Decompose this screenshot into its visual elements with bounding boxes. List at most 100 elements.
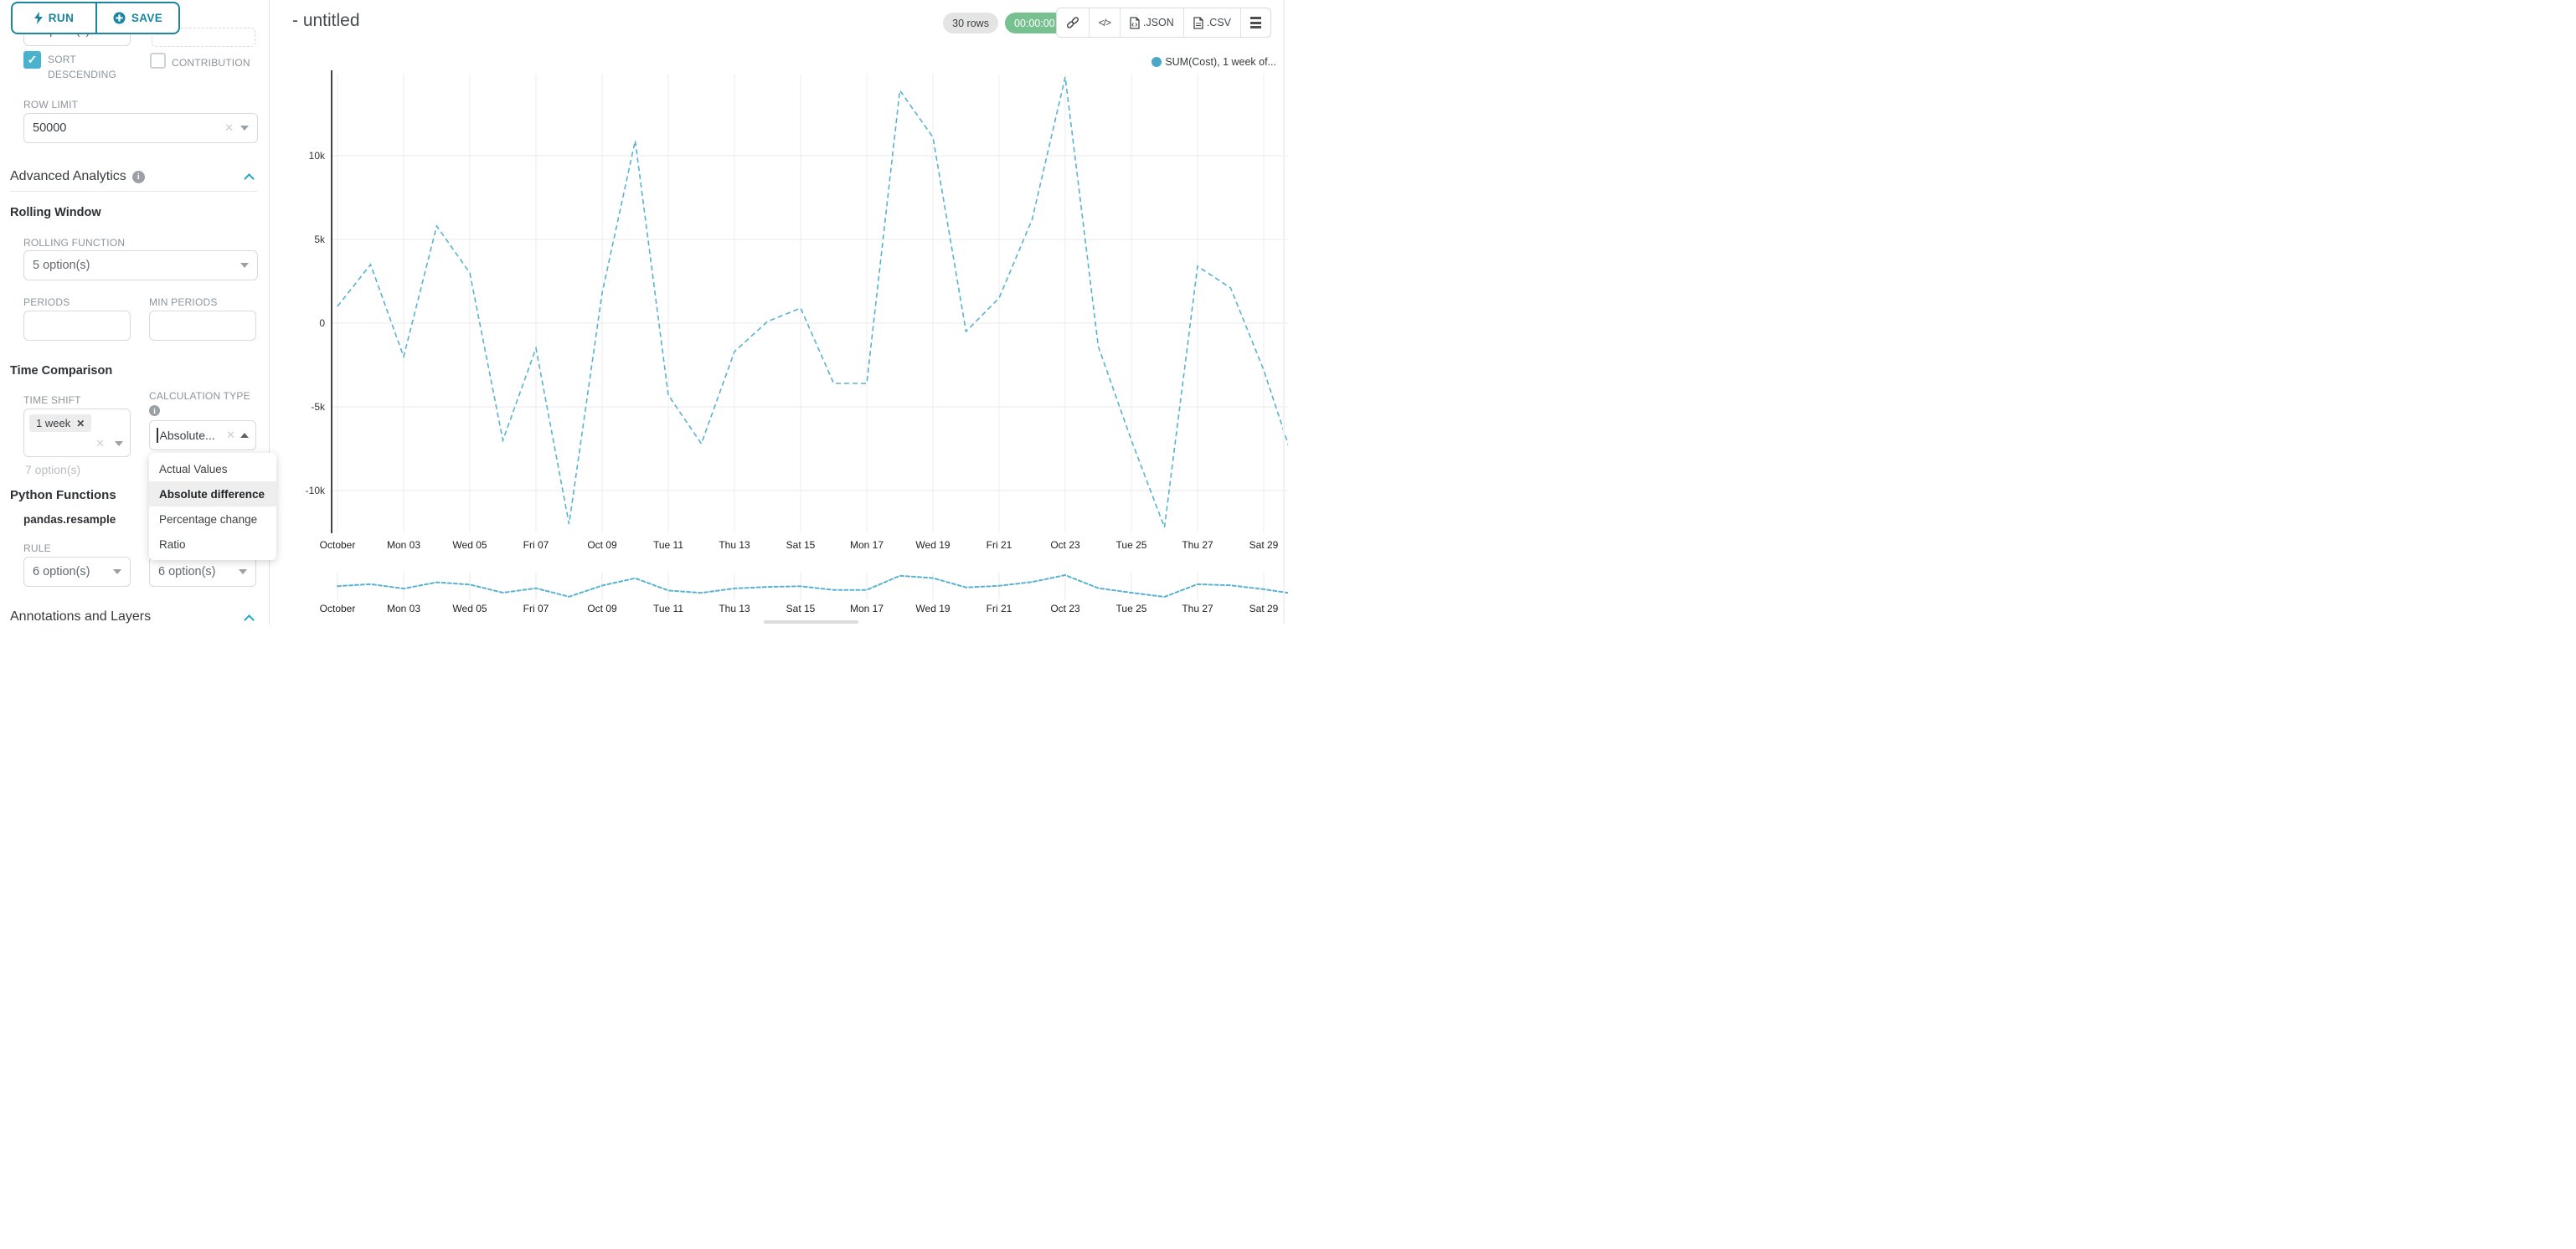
chart-title: - untitled xyxy=(292,11,360,30)
rolling-function-label: ROLLING FUNCTION xyxy=(23,237,126,249)
periods-input[interactable] xyxy=(23,311,131,341)
more-menu-button[interactable] xyxy=(1240,8,1270,37)
row-limit-label: ROW LIMIT xyxy=(23,99,79,111)
mini-series-line xyxy=(337,574,1288,598)
chart-panel: - untitled 30 rows 00:00:00.12 </> xyxy=(270,0,1288,624)
rule-second-select[interactable]: 6 option(s) xyxy=(149,557,256,587)
mini-x-tick-label: Mon 03 xyxy=(387,603,420,614)
time-shift-tag: 1 week ✕ xyxy=(29,414,92,432)
resize-handle[interactable] xyxy=(764,620,858,624)
min-periods-input[interactable] xyxy=(149,311,256,341)
control-sidebar: 7 option(s) RUN SAVE ✓ SORT D xyxy=(0,0,276,625)
explore-window: 7 option(s) RUN SAVE ✓ SORT D xyxy=(0,0,1288,625)
code-icon: </> xyxy=(1098,17,1111,28)
clear-icon[interactable]: ✕ xyxy=(226,429,235,441)
time-comparison-title: Time Comparison xyxy=(10,364,113,378)
mini-x-tick-label: Mon 17 xyxy=(850,603,884,614)
dropdown-option[interactable]: Ratio xyxy=(159,537,186,551)
timeseries-chart[interactable]: 10k 5k 0 -5k -10k October October Mon 03 Mon 03 W… xyxy=(270,0,1288,624)
rule-second-value: 6 option(s) xyxy=(158,565,216,578)
time-shift-multiselect[interactable]: 1 week ✕ ✕ xyxy=(23,409,131,457)
x-tick-label: October xyxy=(320,539,356,551)
info-icon: i xyxy=(149,405,160,416)
chevron-down-icon xyxy=(240,126,249,131)
x-tick-label: Sat 15 xyxy=(786,539,816,551)
copy-link-button[interactable] xyxy=(1057,8,1089,37)
export-json-button[interactable]: .JSON xyxy=(1120,8,1183,37)
chevron-down-icon xyxy=(240,263,249,268)
calculation-type-value: Absolute... xyxy=(159,429,215,442)
x-tick-label: Wed 05 xyxy=(452,539,487,551)
mini-x-tick-label: Wed 19 xyxy=(915,603,950,614)
contribution-label: CONTRIBUTION xyxy=(172,57,250,69)
chart-actions: </> .JSON .CSV xyxy=(1055,8,1271,38)
mini-x-tick-label: Tue 11 xyxy=(653,603,683,614)
x-tick-label: Wed 19 xyxy=(915,539,950,551)
advanced-analytics-header[interactable]: Advanced Analytics i xyxy=(10,169,145,184)
collapse-chevron-icon[interactable] xyxy=(244,173,255,184)
rolling-function-select[interactable]: 5 option(s) xyxy=(23,250,258,280)
python-functions-title: Python Functions xyxy=(10,488,116,502)
save-button[interactable]: SAVE xyxy=(95,3,178,33)
calculation-type-select[interactable]: Absolute... ✕ xyxy=(149,420,256,450)
export-csv-button[interactable]: .CSV xyxy=(1182,8,1240,37)
dropdown-option[interactable]: Absolute difference xyxy=(149,481,276,506)
menu-icon xyxy=(1250,17,1261,28)
link-icon xyxy=(1066,17,1079,28)
y-tick-label: 5k xyxy=(314,234,326,245)
y-tick-label: -5k xyxy=(311,401,326,413)
series-line xyxy=(337,76,1288,528)
x-tick-label: Tue 11 xyxy=(653,539,683,551)
plus-circle-icon xyxy=(113,12,126,24)
mini-x-tick-label: Wed 05 xyxy=(452,603,487,614)
chart-legend[interactable]: SUM(Cost), 1 week of... xyxy=(1151,56,1276,68)
run-save-group: RUN SAVE xyxy=(11,2,180,34)
annotations-title: Annotations and Layers xyxy=(10,609,152,624)
section-divider xyxy=(10,191,258,192)
dropdown-option[interactable]: Actual Values xyxy=(159,462,228,475)
mini-x-tick-label: Sat 29 xyxy=(1249,603,1279,614)
series-label: SUM(Cost), 1 week of... xyxy=(1165,56,1276,68)
collapse-chevron-icon[interactable] xyxy=(244,614,255,625)
row-limit-value: 50000 xyxy=(33,121,67,135)
tag-remove-icon[interactable]: ✕ xyxy=(76,417,85,429)
info-icon: i xyxy=(131,170,145,183)
contribution-checkbox[interactable] xyxy=(150,53,166,69)
x-tick-label: Oct 23 xyxy=(1050,539,1080,551)
scrollbar-track[interactable] xyxy=(1283,0,1285,624)
save-label: SAVE xyxy=(131,12,163,24)
rule-value: 6 option(s) xyxy=(33,565,90,578)
mini-x-tick-label: Oct 23 xyxy=(1050,603,1080,614)
calculation-type-dropdown: Actual Values Absolute difference Percenta… xyxy=(149,453,276,560)
run-label: RUN xyxy=(48,12,75,24)
series-dot-icon xyxy=(1151,57,1162,67)
annotations-header[interactable]: Annotations and Layers xyxy=(10,609,151,624)
time-shift-tag-label: 1 week xyxy=(36,417,71,429)
advanced-analytics-title: Advanced Analytics xyxy=(10,169,126,183)
csv-button-label: .CSV xyxy=(1206,17,1231,28)
dropdown-option[interactable]: Percentage change xyxy=(159,512,258,526)
row-limit-select[interactable]: 50000 ✕ xyxy=(23,113,258,143)
mini-x-tick-label: Tue 25 xyxy=(1116,603,1147,614)
x-tick-label: Thu 13 xyxy=(719,539,750,551)
mini-x-tick-label: Oct 09 xyxy=(587,603,617,614)
rule-select[interactable]: 6 option(s) xyxy=(23,557,131,587)
rolling-function-value: 5 option(s) xyxy=(33,259,90,272)
mini-x-tick-label: Thu 27 xyxy=(1182,603,1213,614)
time-shift-label: TIME SHIFT xyxy=(23,394,81,406)
clear-icon[interactable]: ✕ xyxy=(224,121,234,134)
x-tick-label: Tue 25 xyxy=(1116,539,1147,551)
mini-x-tick-label: October xyxy=(320,603,356,614)
periods-label: PERIODS xyxy=(23,296,70,308)
json-button-label: .JSON xyxy=(1143,17,1174,28)
row-count-badge: 30 rows xyxy=(943,13,998,33)
run-button[interactable]: RUN xyxy=(13,3,95,33)
embed-code-button[interactable]: </> xyxy=(1088,8,1120,37)
y-tick-label: 0 xyxy=(319,317,325,329)
clear-icon[interactable]: ✕ xyxy=(95,437,105,450)
file-code-icon xyxy=(1130,16,1140,29)
x-tick-label: Mon 17 xyxy=(850,539,884,551)
sort-descending-checkbox[interactable]: ✓ xyxy=(23,51,41,69)
pandas-resample-label: pandas.resample xyxy=(23,513,116,526)
mini-x-tick-label: Fri 21 xyxy=(987,603,1012,614)
